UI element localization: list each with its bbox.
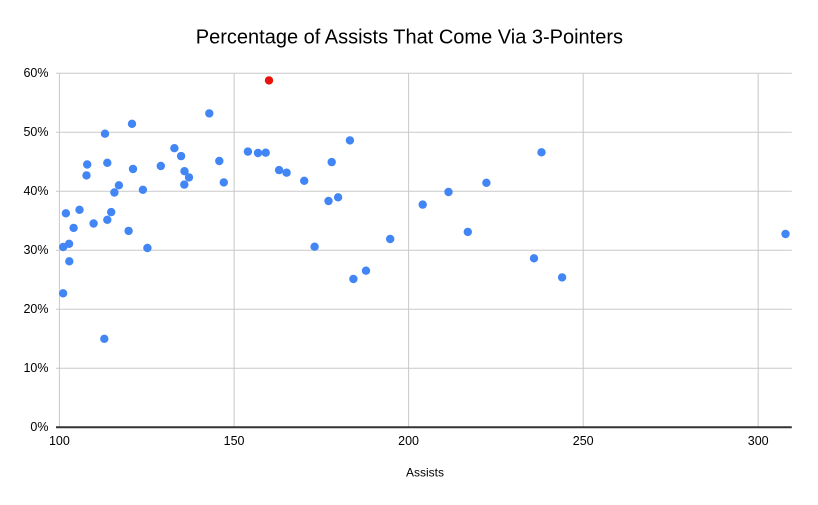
svg-text:60%: 60% [23,66,48,80]
svg-text:30%: 30% [23,243,48,257]
svg-text:150: 150 [224,434,245,448]
svg-text:0%: 0% [30,420,48,434]
svg-text:10%: 10% [23,361,48,375]
svg-text:100: 100 [49,434,70,448]
svg-text:300: 300 [748,434,769,448]
svg-text:250: 250 [573,434,594,448]
svg-text:200: 200 [398,434,419,448]
svg-text:20%: 20% [23,302,48,316]
svg-text:Percentage of Assists That Com: Percentage of Assists That Come Via 3-Po… [196,27,623,49]
svg-text:40%: 40% [23,184,48,198]
svg-text:Assists: Assists [406,466,444,480]
svg-text:50%: 50% [23,125,48,139]
